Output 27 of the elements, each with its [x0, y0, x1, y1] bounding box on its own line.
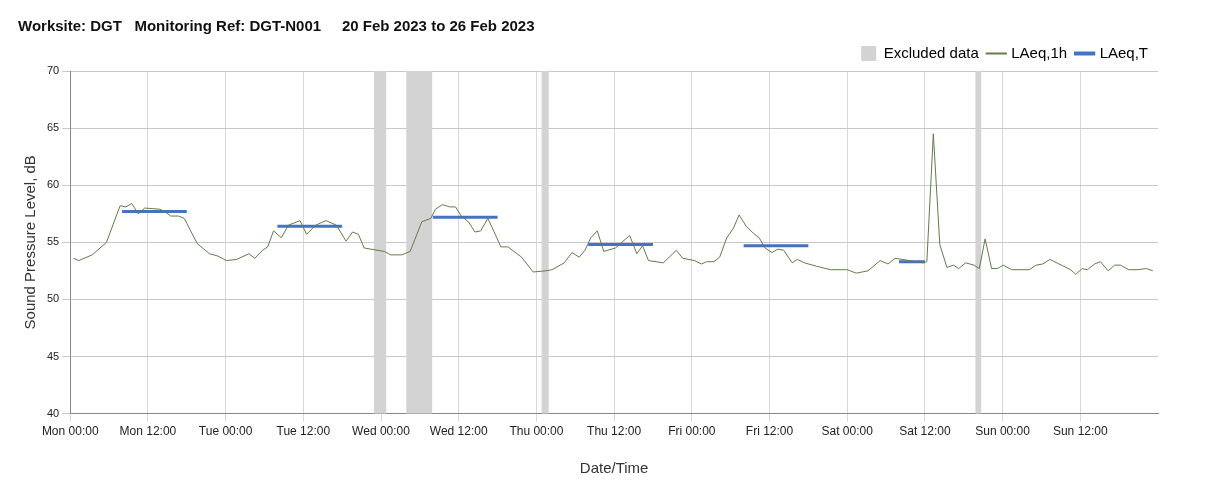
y-tick-label: 65 — [46, 121, 60, 134]
x-tick-label: Wed 00:00 — [352, 424, 411, 439]
x-tick-label: Mon 12:00 — [119, 424, 177, 439]
x-tick-label: Mon 00:00 — [41, 424, 99, 439]
y-tick-label: 45 — [46, 349, 60, 362]
y-tick-label: 55 — [46, 235, 60, 248]
x-tick-label: Fri 00:00 — [668, 424, 716, 439]
x-axis-title: Date/Time — [579, 459, 649, 477]
y-tick-label: 70 — [46, 64, 60, 77]
y-tick-label: 60 — [46, 178, 60, 191]
x-tick-label: Sun 12:00 — [1052, 424, 1108, 439]
x-tick-label: Wed 12:00 — [429, 424, 488, 439]
x-tick-label: Tue 00:00 — [198, 424, 253, 439]
y-axis-title: Sound Pressure Level, dB — [21, 155, 39, 330]
legend-label: Excluded data — [883, 43, 980, 61]
y-tick-label: 50 — [46, 292, 60, 305]
legend-label: LAeq,1h — [1011, 43, 1068, 61]
x-tick-label: Thu 00:00 — [509, 424, 564, 439]
x-tick-label: Tue 12:00 — [276, 424, 331, 439]
y-tick-label: 40 — [46, 406, 60, 419]
chart-title: Worksite: DGT Monitoring Ref: DGT-N001 20 Feb 2023 to 26 Feb 2023 — [18, 17, 535, 35]
x-tick-label: Thu 12:00 — [587, 424, 642, 439]
x-tick-label: Sat 00:00 — [821, 424, 874, 439]
x-tick-label: Fri 12:00 — [745, 424, 794, 439]
x-tick-label: Sun 00:00 — [975, 424, 1031, 439]
x-tick-label: Sat 12:00 — [899, 424, 951, 439]
legend-label: LAeq,T — [1099, 43, 1149, 61]
